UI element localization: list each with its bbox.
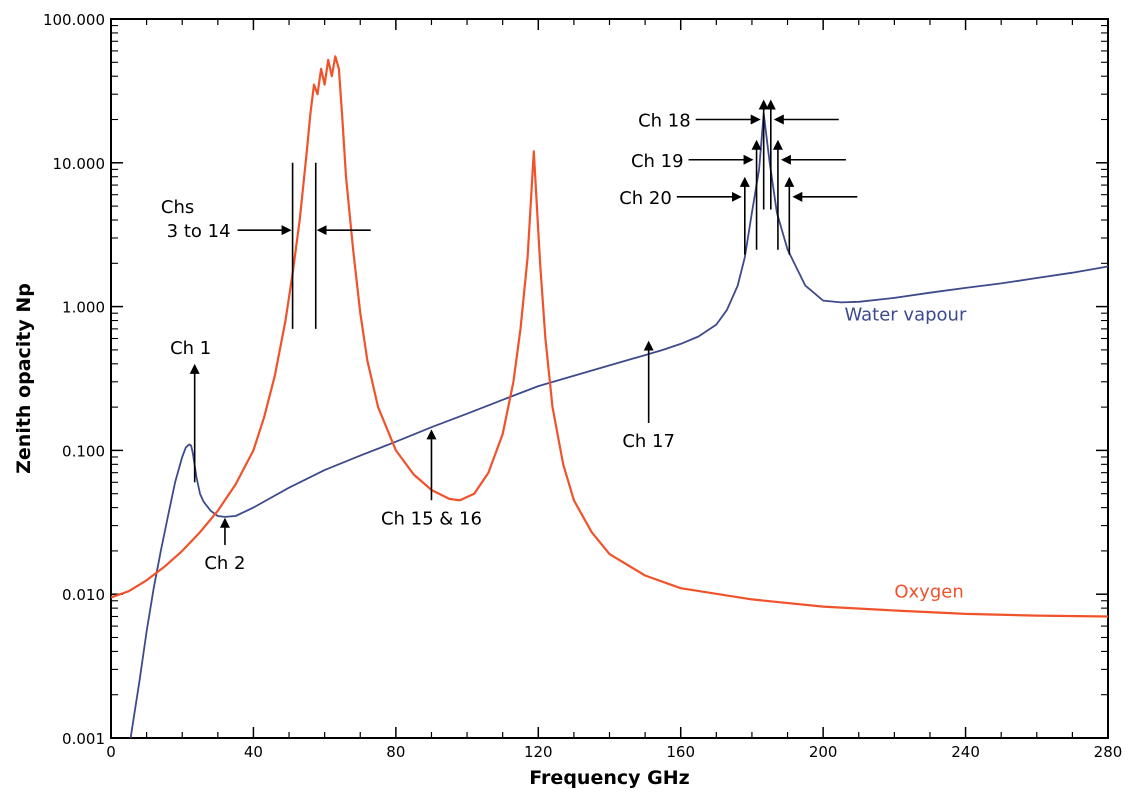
x-tick-label: 240 <box>951 743 980 761</box>
axis-ticks: 0 40 80 120 160 200 240 280 0.001 0.010 0.100 1.000… <box>43 11 1122 761</box>
x-tick-label: 280 <box>1094 743 1123 761</box>
y-tick-label: 0.001 <box>62 730 105 748</box>
plot-frame <box>110 18 1109 739</box>
oxygen-label: Oxygen <box>894 581 963 602</box>
y-tick-label: 10.000 <box>53 155 106 173</box>
oxygen-line <box>111 55 1108 618</box>
y-tick-label: 0.010 <box>62 586 105 604</box>
water-vapour-line <box>129 112 1108 738</box>
plot-border <box>110 18 1109 739</box>
x-tick-label: 80 <box>386 743 405 761</box>
channel-annotations: Ch 1 Ch 2 Ch 15 & 16 Ch 17 Chs 3 to 14 Ch 20 Ch… <box>161 99 858 574</box>
y-tick-label: 100.000 <box>43 11 105 29</box>
x-tick-label: 200 <box>809 743 838 761</box>
ch2-label: Ch 2 <box>204 553 245 574</box>
y-tick-label: 0.100 <box>62 442 105 460</box>
y-tick-label: 1.000 <box>62 299 105 317</box>
ch15-16-label: Ch 15 & 16 <box>381 508 482 529</box>
ch19-label: Ch 19 <box>631 151 684 172</box>
x-tick-label: 160 <box>666 743 695 761</box>
ch1-label: Ch 1 <box>170 338 211 359</box>
chs3-14-label-line1: Chs <box>161 197 194 218</box>
water-vapour-label: Water vapour <box>845 305 967 326</box>
y-axis-title: Zenith opacity Np <box>13 283 35 474</box>
ch18-label: Ch 18 <box>638 111 691 132</box>
ch20-label: Ch 20 <box>619 188 672 209</box>
x-tick-label: 0 <box>106 743 116 761</box>
series-lines: Water vapour Oxygen <box>111 55 1108 738</box>
chs3-14-label-line2: 3 to 14 <box>167 221 231 242</box>
ch17-label: Ch 17 <box>622 431 675 452</box>
x-tick-label: 120 <box>524 743 553 761</box>
x-tick-label: 40 <box>244 743 263 761</box>
x-axis-title: Frequency GHz <box>529 767 689 789</box>
